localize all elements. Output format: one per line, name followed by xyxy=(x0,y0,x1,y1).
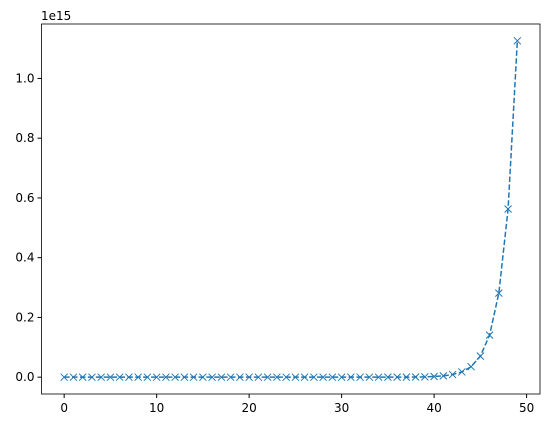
offset-label: 1e15 xyxy=(41,9,71,23)
marker xyxy=(457,368,466,376)
marker xyxy=(115,373,124,382)
marker xyxy=(448,370,457,379)
marker xyxy=(217,373,226,382)
marker xyxy=(300,373,309,382)
x-tick-label: 40 xyxy=(426,401,441,415)
marker xyxy=(162,373,170,382)
y-tick-label: 0.6 xyxy=(15,191,34,205)
marker xyxy=(263,373,272,382)
marker xyxy=(439,372,448,380)
y-tick-label: 0.4 xyxy=(15,251,34,265)
marker xyxy=(282,373,290,382)
marker xyxy=(143,373,152,382)
marker xyxy=(494,289,503,297)
marker xyxy=(485,331,494,339)
marker xyxy=(291,373,300,382)
marker xyxy=(337,373,346,382)
marker xyxy=(189,373,198,382)
x-tick-label: 10 xyxy=(149,401,164,415)
marker xyxy=(374,373,383,382)
marker xyxy=(180,373,189,382)
marker xyxy=(208,373,216,382)
marker xyxy=(273,373,281,382)
marker xyxy=(254,373,263,382)
marker xyxy=(467,362,475,371)
marker xyxy=(402,373,411,381)
marker xyxy=(384,373,392,382)
marker xyxy=(310,373,318,382)
marker xyxy=(60,373,69,382)
x-tick-label: 20 xyxy=(241,401,256,415)
marker xyxy=(125,373,133,382)
marker xyxy=(504,205,512,213)
marker xyxy=(78,373,87,382)
y-tick-label: 0.0 xyxy=(15,370,34,384)
marker xyxy=(106,373,115,382)
marker xyxy=(236,373,244,382)
x-tick-label: 50 xyxy=(519,401,534,415)
marker xyxy=(421,372,429,381)
marker xyxy=(88,373,96,382)
marker xyxy=(430,372,438,381)
marker xyxy=(171,373,179,382)
x-tick-label: 0 xyxy=(60,401,68,415)
marker xyxy=(328,373,337,382)
marker xyxy=(347,373,355,382)
x-tick-label: 30 xyxy=(334,401,349,415)
y-tick-label: 0.2 xyxy=(15,310,34,324)
marker xyxy=(199,373,207,382)
marker xyxy=(365,373,374,382)
marker xyxy=(245,373,253,382)
y-tick-label: 0.8 xyxy=(15,131,34,145)
marker xyxy=(69,373,78,382)
marker xyxy=(411,373,420,381)
line xyxy=(64,40,519,378)
marker xyxy=(513,36,522,45)
marker xyxy=(393,373,401,381)
marker xyxy=(97,373,106,382)
marker xyxy=(356,373,364,382)
plot-frame xyxy=(41,23,541,395)
marker xyxy=(134,373,143,382)
y-tick-label: 1.0 xyxy=(15,71,34,85)
marker xyxy=(476,352,485,361)
marker xyxy=(226,373,235,382)
marker xyxy=(152,373,161,382)
marker xyxy=(319,373,327,382)
